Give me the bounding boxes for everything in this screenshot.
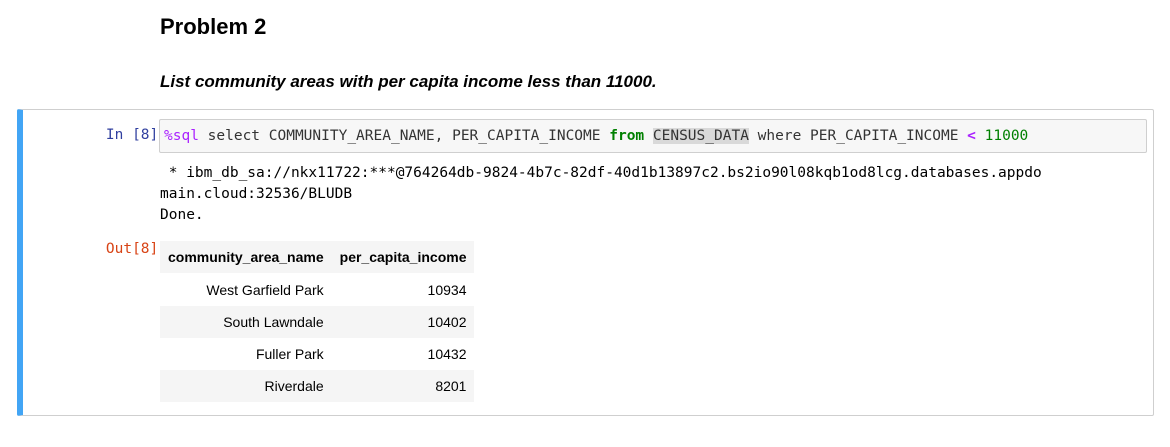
code-number: 11000 (984, 128, 1029, 144)
code-text: select COMMUNITY_AREA_NAME, PER_CAPITA_I… (198, 128, 610, 144)
table-cell: Riverdale (264, 378, 324, 394)
code-magic-token: %sql (164, 128, 199, 144)
table-cell: 10432 (427, 346, 467, 362)
output-prompt: Out[8]: (105, 241, 167, 257)
table-row: South Lawndale 10402 (160, 306, 475, 338)
input-prompt: In [8]: (105, 127, 167, 143)
code-cell[interactable]: In [8]: %sql select COMMUNITY_AREA_NAME,… (17, 109, 1154, 416)
code-editor[interactable]: %sql select COMMUNITY_AREA_NAME, PER_CAP… (159, 119, 1147, 153)
table-row: West Garfield Park 10934 (160, 273, 475, 306)
table-cell: Fuller Park (255, 346, 324, 362)
code-keyword-from: from (609, 128, 645, 144)
code-table-name-highlight: CENSUS_DATA (652, 128, 749, 144)
code-space (976, 128, 985, 144)
markdown-heading: Problem 2 (160, 14, 267, 39)
stream-line: * ibm_db_sa://nkx11722:***@764264db-9824… (160, 165, 1042, 181)
markdown-description: List community areas with per capita inc… (160, 72, 657, 91)
stream-line: Done. (160, 207, 204, 223)
table-cell: 8201 (435, 378, 467, 394)
table-row: Riverdale 8201 (160, 370, 475, 402)
table-cell: 10934 (427, 282, 467, 298)
column-header: per_capita_income (331, 241, 475, 274)
code-space (644, 128, 653, 144)
result-table: community_area_name per_capita_income We… (160, 241, 475, 402)
stream-line: main.cloud:32536/BLUDB (160, 186, 353, 202)
code-operator: < (967, 128, 976, 144)
table-cell: South Lawndale (223, 314, 324, 330)
output-stream: * ibm_db_sa://nkx11722:***@764264db-9824… (160, 163, 1042, 226)
table-row: Fuller Park 10432 (160, 338, 475, 370)
table-header-row: community_area_name per_capita_income (160, 241, 475, 274)
column-header: community_area_name (160, 241, 332, 274)
table-cell: 10402 (427, 314, 467, 330)
table-cell: West Garfield Park (206, 282, 324, 298)
code-text: where PER_CAPITA_INCOME (748, 128, 968, 144)
